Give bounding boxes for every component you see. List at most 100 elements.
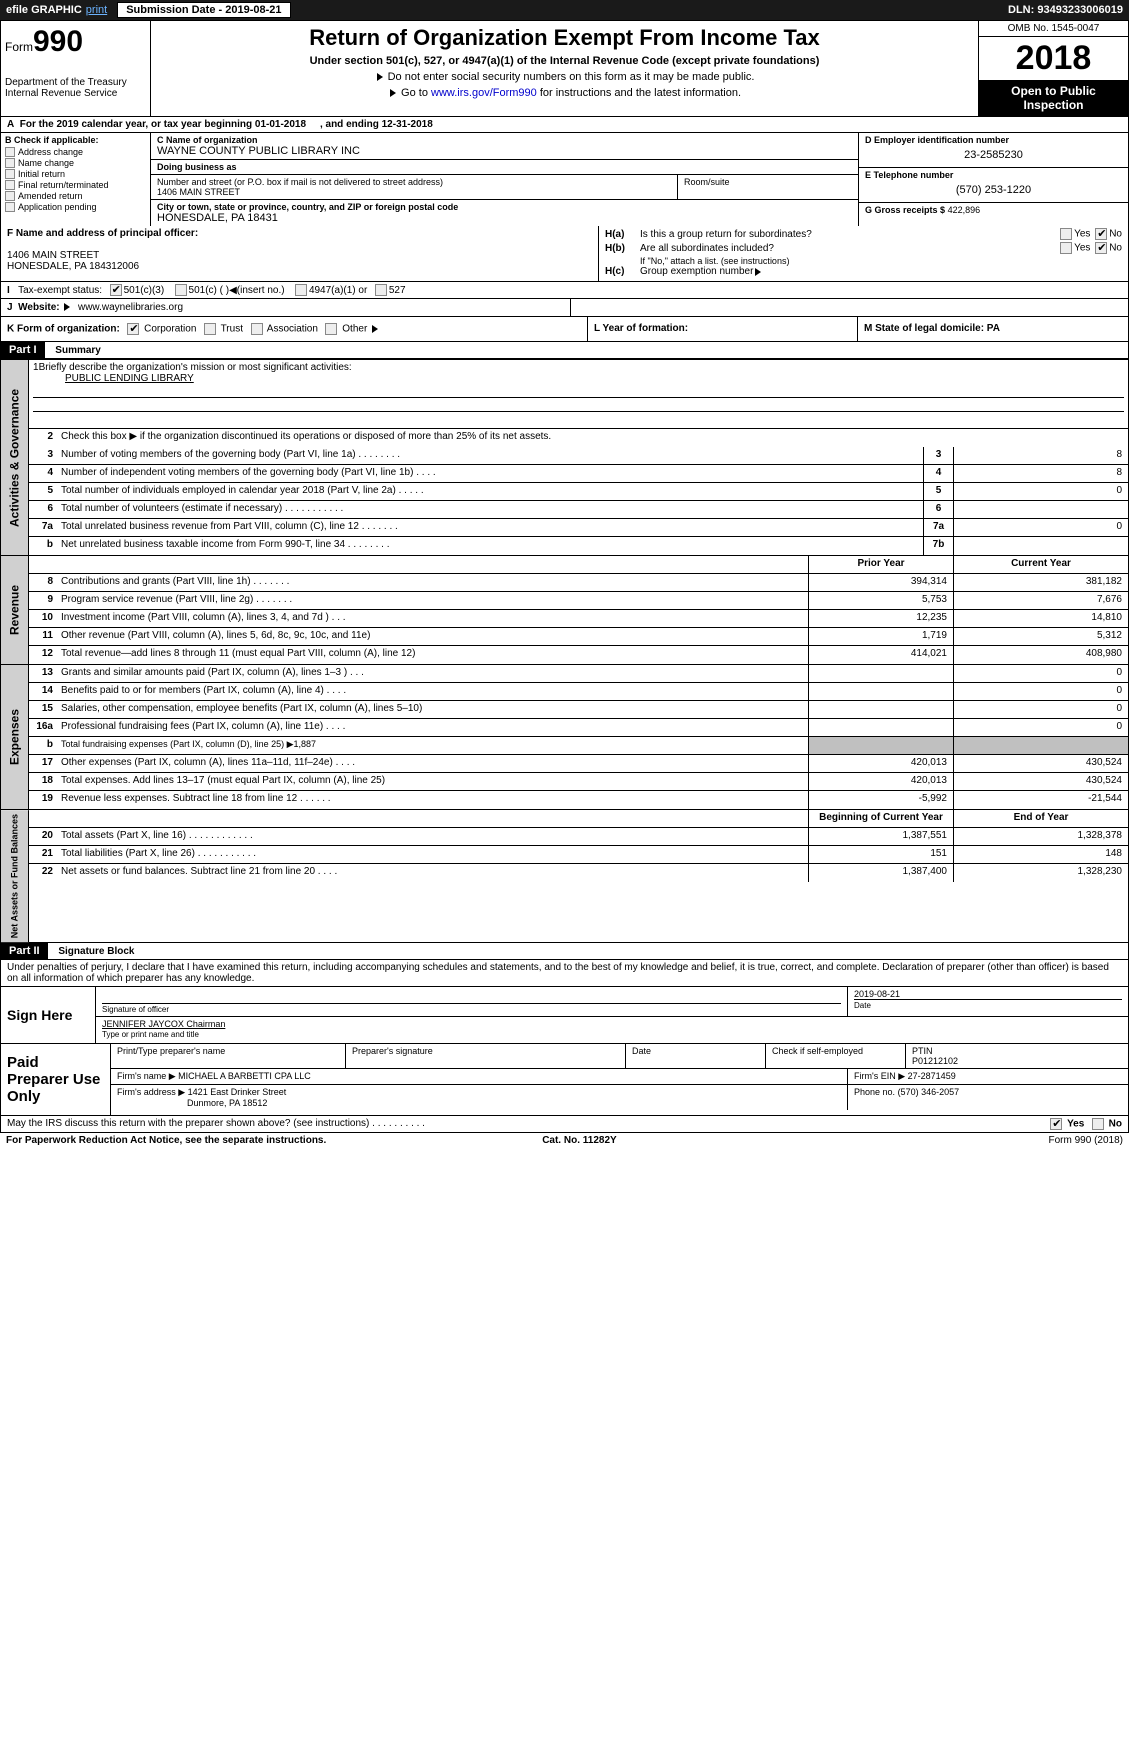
trust-check[interactable] [204,323,216,335]
line-12-curr: 408,980 [953,646,1128,664]
line-18-prior: 420,013 [808,773,953,790]
form-header: Form990 Department of the Treasury Inter… [0,20,1129,117]
cat-number: Cat. No. 11282Y [542,1135,616,1146]
ha-yes-check[interactable] [1060,228,1072,240]
tel-label: E Telephone number [865,170,1122,180]
section-f-h: F Name and address of principal officer:… [0,226,1129,282]
page-footer: For Paperwork Reduction Act Notice, see … [0,1133,1129,1148]
other-check[interactable] [325,323,337,335]
line-20: Total assets (Part X, line 16) . . . . .… [57,828,808,845]
line-19-prior: -5,992 [808,791,953,809]
perjury-statement: Under penalties of perjury, I declare th… [1,960,1128,987]
street-label: Number and street (or P.O. box if mail i… [157,177,671,187]
check-initial-return[interactable]: Initial return [5,169,146,179]
net-assets-block: Net Assets or Fund Balances Beginning of… [0,810,1129,943]
officer-label: F Name and address of principal officer: [7,228,198,239]
line-14-curr: 0 [953,683,1128,700]
print-link[interactable]: print [86,4,107,16]
assoc-check[interactable] [251,323,263,335]
city-label: City or town, state or province, country… [157,202,852,212]
line-22-curr: 1,328,230 [953,864,1128,882]
city-value: HONESDALE, PA 18431 [157,212,852,224]
sign-here-label: Sign Here [1,987,96,1043]
sig-officer-label: Signature of officer [102,1003,841,1014]
preparer-date-label: Date [626,1044,766,1068]
side-revenue: Revenue [1,556,29,664]
eoy-header: End of Year [953,810,1128,827]
dln: DLN: 93493233006019 [1008,4,1123,16]
part-i-title: Summary [47,345,101,356]
irs-link[interactable]: www.irs.gov/Form990 [431,87,537,99]
527-check[interactable] [375,284,387,296]
check-amended[interactable]: Amended return [5,191,146,201]
website-value: www.waynelibraries.org [78,302,183,313]
omb-number: OMB No. 1545-0047 [979,21,1128,37]
line-17: Other expenses (Part IX, column (A), lin… [57,755,808,772]
discuss-yes-check[interactable] [1050,1118,1062,1130]
firm-phone-label: Phone no. [854,1087,895,1097]
ha-no-check[interactable] [1095,228,1107,240]
check-pending[interactable]: Application pending [5,202,146,212]
line-16a: Professional fundraising fees (Part IX, … [57,719,808,736]
prior-year-header: Prior Year [808,556,953,573]
line-16a-prior [808,719,953,736]
current-year-header: Current Year [953,556,1128,573]
firm-name: MICHAEL A BARBETTI CPA LLC [178,1071,311,1081]
side-net-assets: Net Assets or Fund Balances [1,810,29,942]
officer-name-label: Type or print name and title [102,1029,1122,1039]
line-3-val: 8 [953,447,1128,464]
side-expenses: Expenses [1,665,29,809]
section-c-org-info: C Name of organization WAYNE COUNTY PUBL… [151,133,858,226]
hb-no-check[interactable] [1095,242,1107,254]
501c-check[interactable] [175,284,187,296]
line-5-val: 0 [953,483,1128,500]
firm-ein: 27-2871459 [908,1071,956,1081]
line-9-prior: 5,753 [808,592,953,609]
ptin-value: P01212102 [912,1056,958,1066]
activities-governance-block: Activities & Governance 1Briefly describ… [0,360,1129,556]
line-10-curr: 14,810 [953,610,1128,627]
tax-year: 2018 [979,37,1128,80]
line-19-curr: -21,544 [953,791,1128,809]
form-subtitle: Under section 501(c), 527, or 4947(a)(1)… [155,55,974,67]
line-8: Contributions and grants (Part VIII, lin… [57,574,808,591]
line-6: Total number of volunteers (estimate if … [57,501,923,518]
line-13: Grants and similar amounts paid (Part IX… [57,665,808,682]
open-to-public: Open to Public Inspection [979,80,1128,116]
hb-yes-check[interactable] [1060,242,1072,254]
row-j-website: J Website: www.waynelibraries.org [0,299,1129,317]
check-name-change[interactable]: Name change [5,158,146,168]
discuss-no-check[interactable] [1092,1118,1104,1130]
gross-value: 422,896 [948,205,981,215]
signature-section: Under penalties of perjury, I declare th… [0,960,1129,1116]
arrow-icon [390,89,396,97]
line-12-prior: 414,021 [808,646,953,664]
501c3-check[interactable] [110,284,122,296]
line-10: Investment income (Part VIII, column (A)… [57,610,808,627]
officer-addr1: 1406 MAIN STREET [7,250,99,261]
corp-check[interactable] [127,323,139,335]
line-19: Revenue less expenses. Subtract line 18 … [57,791,808,809]
discuss-row: May the IRS discuss this return with the… [0,1116,1129,1133]
line-11-curr: 5,312 [953,628,1128,645]
org-name-label: C Name of organization [157,135,852,145]
row-k-l-m: K Form of organization: Corporation Trus… [0,317,1129,342]
form-title: Return of Organization Exempt From Incom… [155,25,974,51]
line-9-curr: 7,676 [953,592,1128,609]
line-3: Number of voting members of the governin… [57,447,923,464]
line-13-curr: 0 [953,665,1128,682]
boc-header: Beginning of Current Year [808,810,953,827]
ptin-label: PTIN [912,1046,933,1056]
officer-addr2: HONESDALE, PA 184312006 [7,261,139,272]
self-employed-check[interactable]: Check if self-employed [772,1046,863,1056]
line-2: Check this box ▶ if the organization dis… [57,429,1128,447]
part-ii-title: Signature Block [50,946,134,957]
arrow-icon [755,268,761,276]
check-address-change[interactable]: Address change [5,147,146,157]
check-final-return[interactable]: Final return/terminated [5,180,146,190]
efile-label: efile GRAPHIC [6,4,82,16]
hb-text: Are all subordinates included? [640,243,774,254]
form-title-block: Return of Organization Exempt From Incom… [151,21,978,116]
4947-check[interactable] [295,284,307,296]
line-5: Total number of individuals employed in … [57,483,923,500]
